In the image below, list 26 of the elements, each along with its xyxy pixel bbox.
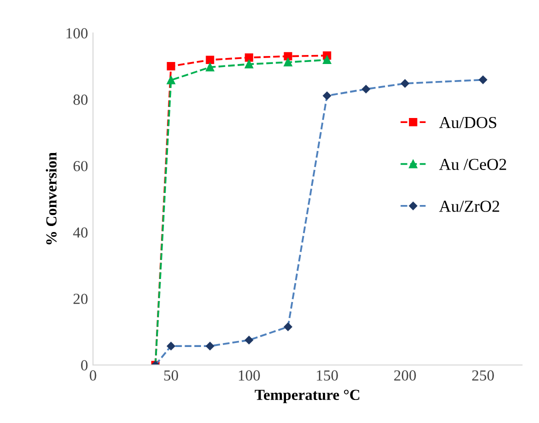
point bbox=[284, 52, 292, 60]
y-tick-label: 40 bbox=[73, 227, 88, 238]
y-tick-label: 60 bbox=[74, 160, 88, 172]
y-tick-label: 0 bbox=[81, 360, 88, 370]
point bbox=[322, 56, 332, 64]
point bbox=[206, 63, 214, 72]
x-tick-label: 250 bbox=[472, 370, 494, 381]
legend-label: Au /CeO2 bbox=[439, 158, 506, 170]
point bbox=[284, 58, 292, 66]
x-tick-label: 50 bbox=[164, 370, 178, 381]
y-axis-title: % Conversion bbox=[46, 152, 57, 244]
y-tick-label: 100 bbox=[66, 28, 88, 38]
x-axis-title: Temperature °C bbox=[254, 390, 360, 404]
x-tick-label: 100 bbox=[238, 370, 260, 381]
point bbox=[244, 53, 254, 62]
x-tick-label: 200 bbox=[394, 370, 416, 381]
point bbox=[244, 60, 254, 68]
y-tick-label: 80 bbox=[73, 94, 88, 105]
x-tick-label: 150 bbox=[316, 370, 338, 381]
x-tick-label: 0 bbox=[90, 370, 96, 381]
point bbox=[166, 76, 176, 84]
legend-label: Au/ZrO2 bbox=[439, 200, 500, 212]
y-tick-label: 20 bbox=[74, 294, 88, 304]
legend-label: Au/DOS bbox=[439, 116, 496, 128]
point bbox=[206, 56, 214, 64]
point bbox=[166, 62, 176, 70]
